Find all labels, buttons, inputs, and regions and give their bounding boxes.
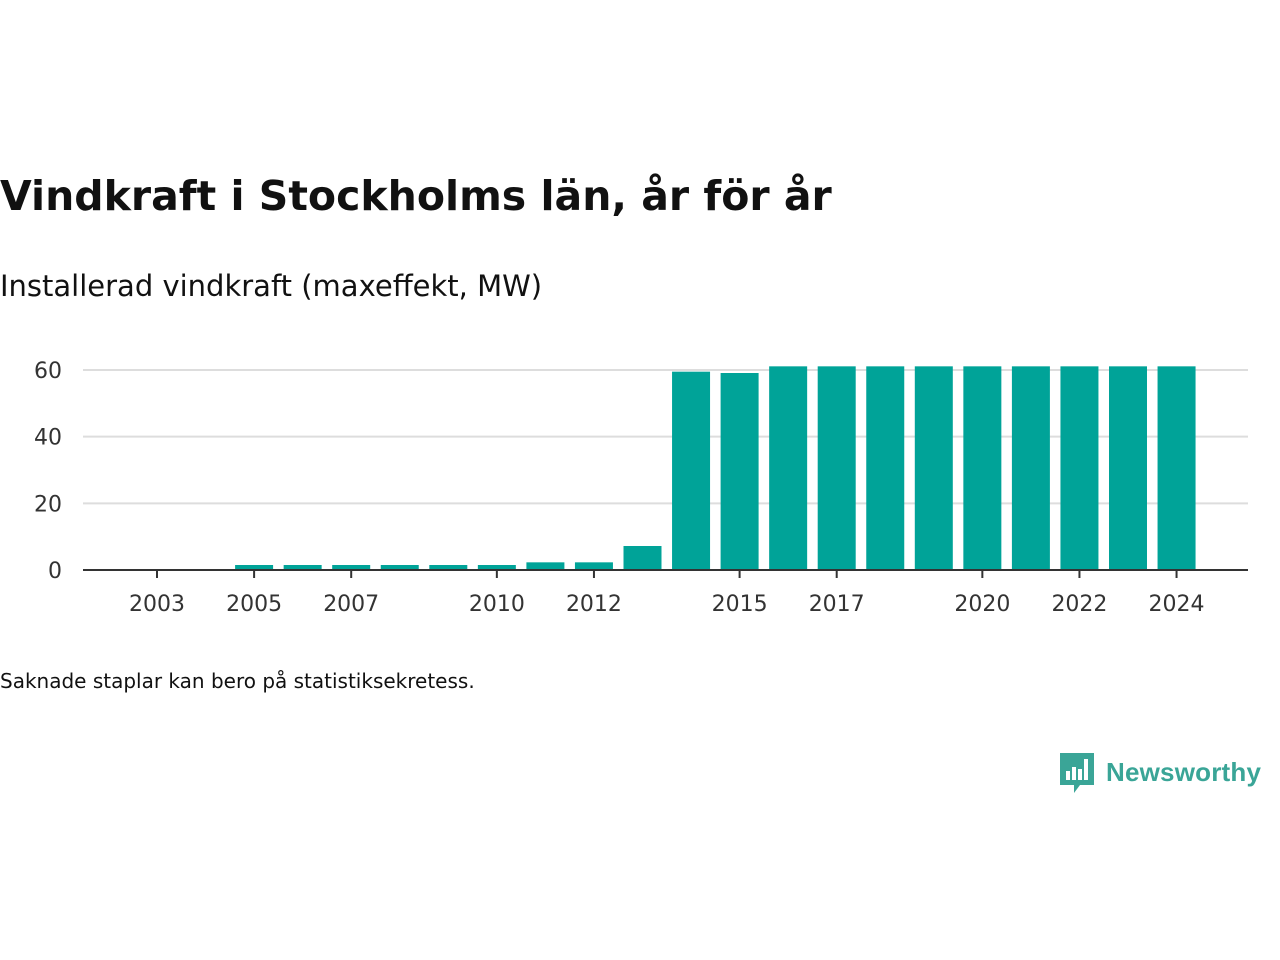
bar-2010 (477, 565, 516, 570)
x-tick-label-2010: 2010 (469, 592, 525, 617)
x-tick-label-2005: 2005 (226, 592, 282, 617)
bar-2020 (963, 366, 1002, 570)
bars (235, 366, 1196, 570)
bar-2009 (429, 565, 468, 570)
y-tick-label-0: 0 (48, 559, 62, 584)
bar-2005 (235, 565, 274, 570)
x-tick-label-2024: 2024 (1149, 592, 1205, 617)
x-tick-label-2003: 2003 (129, 592, 185, 617)
chart-subtitle: Installerad vindkraft (maxeffekt, MW) (0, 269, 543, 303)
bar-2015 (720, 373, 759, 570)
newsworthy-logo[interactable]: Newsworthy (1058, 748, 1261, 796)
x-tick-label-2012: 2012 (566, 592, 622, 617)
bar-2017 (817, 366, 856, 570)
axes: 0 20 40 60 2003 2005 2007 2010 2012 2015 2017 2020 2… (34, 359, 1248, 617)
gridlines (83, 369, 1248, 505)
bar-2024 (1157, 366, 1196, 570)
bar-2008 (380, 565, 419, 570)
bar-2022 (1060, 366, 1099, 570)
x-tick-label-2020: 2020 (954, 592, 1010, 617)
bar-chart: 0 20 40 60 2003 2005 2007 2010 2012 2015 2017 2020 2… (34, 359, 1248, 617)
x-tick-label-2022: 2022 (1051, 592, 1107, 617)
bar-2021 (1011, 366, 1050, 570)
x-tick-label-2007: 2007 (323, 592, 379, 617)
bar-2011 (526, 562, 565, 570)
bar-2013 (623, 546, 662, 570)
bar-2023 (1109, 366, 1147, 570)
bar-2014 (672, 371, 711, 570)
y-tick-label-20: 20 (34, 492, 62, 517)
x-tick-label-2017: 2017 (809, 592, 865, 617)
x-tick-label-2015: 2015 (712, 592, 768, 617)
bar-2006 (283, 565, 322, 570)
bar-2019 (914, 366, 953, 570)
chart-title: Vindkraft i Stockholms län, år för år (0, 172, 832, 220)
bar-2007 (332, 565, 371, 570)
y-tick-label-60: 60 (34, 359, 62, 384)
footnote: Saknade staplar kan bero på statistiksek… (0, 669, 475, 693)
newsworthy-logo-icon (1060, 753, 1094, 793)
y-tick-label-40: 40 (34, 426, 62, 451)
bar-2018 (866, 366, 905, 570)
newsworthy-logo-text: Newsworthy (1106, 756, 1262, 787)
bar-2012 (574, 562, 613, 570)
bar-2016 (769, 366, 808, 570)
